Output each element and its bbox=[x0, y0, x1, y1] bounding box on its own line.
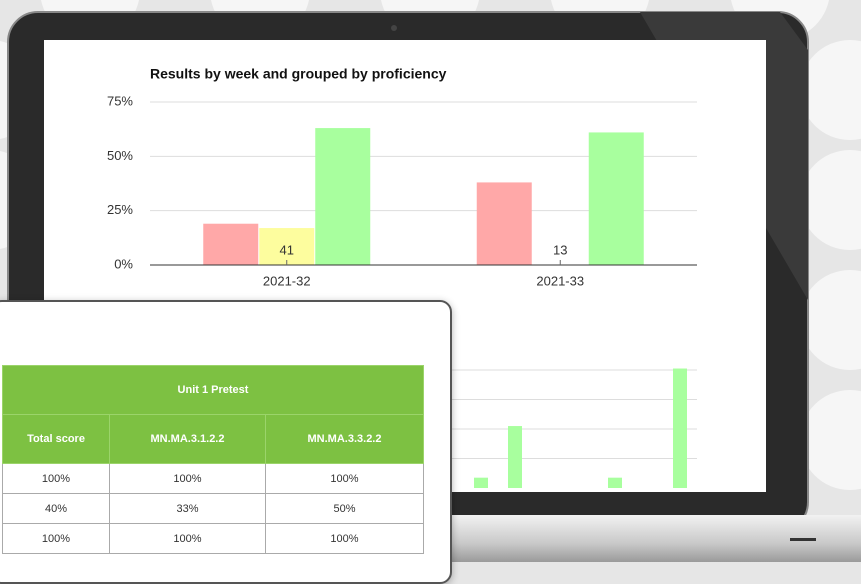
bar bbox=[477, 182, 532, 265]
y-tick-label: 25% bbox=[107, 202, 133, 217]
y-tick-label: 75% bbox=[107, 93, 133, 108]
bar bbox=[608, 478, 622, 488]
table-cell: 100% bbox=[110, 524, 266, 554]
x-tick-label: 2021-33 bbox=[536, 273, 584, 288]
bar bbox=[474, 478, 488, 488]
bar bbox=[315, 128, 370, 265]
y-tick-label: 50% bbox=[107, 148, 133, 163]
bar bbox=[508, 426, 522, 488]
camera bbox=[391, 25, 397, 31]
base-notch bbox=[790, 538, 816, 541]
table-cell: 100% bbox=[3, 524, 110, 554]
bar bbox=[673, 369, 687, 488]
table-row: 100%100%100% bbox=[3, 524, 424, 554]
group-header: Unit 1 Pretest bbox=[3, 366, 424, 415]
table-row: 40%33%50% bbox=[3, 494, 424, 524]
y-tick-label: 0% bbox=[114, 256, 133, 271]
table-cell: 100% bbox=[266, 524, 424, 554]
table-cell: 40% bbox=[3, 494, 110, 524]
bar-label: 13 bbox=[553, 242, 567, 257]
table-cell: 100% bbox=[110, 464, 266, 494]
column-header: MN.MA.3.3.2.2 bbox=[266, 415, 424, 464]
chart-title: Results by week and grouped by proficien… bbox=[150, 66, 447, 82]
table-cell: 100% bbox=[3, 464, 110, 494]
bar bbox=[589, 132, 644, 265]
bar-label: 41 bbox=[280, 242, 294, 257]
header-row: Unit 1 Pretest bbox=[3, 366, 424, 415]
column-header: Total score bbox=[3, 415, 110, 464]
x-tick-label: 2021-32 bbox=[263, 273, 311, 288]
table-row: 100%100%100% bbox=[3, 464, 424, 494]
column-header: MN.MA.3.1.2.2 bbox=[110, 415, 266, 464]
table-cell: 33% bbox=[110, 494, 266, 524]
table-cell: 100% bbox=[266, 464, 424, 494]
table-cell: 50% bbox=[266, 494, 424, 524]
bar bbox=[203, 224, 258, 265]
page: Results by week and grouped by proficien… bbox=[0, 0, 861, 562]
